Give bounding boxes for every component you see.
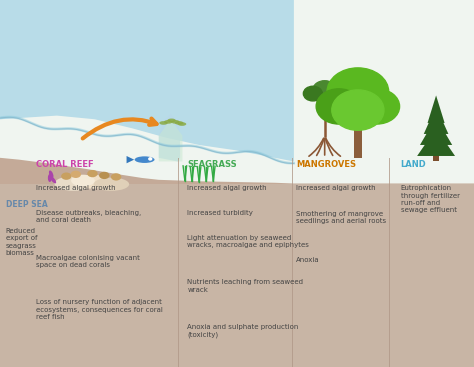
- Ellipse shape: [55, 176, 92, 191]
- Text: Increased algal growth: Increased algal growth: [36, 185, 115, 191]
- Text: LAND: LAND: [401, 160, 426, 169]
- Text: SEAGRASS: SEAGRASS: [187, 160, 237, 169]
- Circle shape: [149, 158, 152, 160]
- Ellipse shape: [171, 120, 180, 124]
- Bar: [0, 184, 474, 367]
- Text: Increased algal growth: Increased algal growth: [296, 185, 376, 191]
- Polygon shape: [417, 128, 455, 156]
- Ellipse shape: [99, 172, 109, 179]
- Ellipse shape: [135, 156, 155, 163]
- Text: Loss of nursery function of adjacent
ecosystems, consequences for coral
reef fis: Loss of nursery function of adjacent eco…: [36, 299, 163, 320]
- Text: Eutrophication
through fertilizer
run-off and
sewage effluent: Eutrophication through fertilizer run-of…: [401, 185, 459, 213]
- Text: Increased turbidity: Increased turbidity: [187, 210, 253, 216]
- Circle shape: [327, 68, 389, 116]
- Ellipse shape: [76, 175, 109, 189]
- Circle shape: [303, 86, 322, 101]
- Text: Macroalgae colonising vacant
space on dead corals: Macroalgae colonising vacant space on de…: [36, 255, 139, 268]
- Circle shape: [327, 86, 346, 101]
- Circle shape: [332, 90, 384, 130]
- Ellipse shape: [175, 121, 183, 125]
- Ellipse shape: [111, 173, 121, 181]
- Polygon shape: [0, 158, 474, 367]
- Ellipse shape: [94, 178, 129, 191]
- Bar: [433, 147, 439, 161]
- Ellipse shape: [87, 170, 98, 177]
- Ellipse shape: [71, 175, 95, 186]
- Ellipse shape: [71, 171, 81, 178]
- Ellipse shape: [167, 119, 176, 122]
- Text: Increased algal growth: Increased algal growth: [187, 185, 267, 191]
- Ellipse shape: [48, 174, 52, 182]
- Text: MANGROVES: MANGROVES: [296, 160, 356, 169]
- Polygon shape: [420, 117, 452, 145]
- Ellipse shape: [159, 121, 168, 125]
- Text: Disease outbreaks, bleaching,
and coral death: Disease outbreaks, bleaching, and coral …: [36, 210, 141, 223]
- Polygon shape: [159, 114, 180, 161]
- Text: Smothering of mangrove
seedlings and aerial roots: Smothering of mangrove seedlings and aer…: [296, 211, 386, 224]
- Text: DEEP SEA: DEEP SEA: [6, 200, 47, 209]
- Polygon shape: [428, 95, 445, 123]
- Polygon shape: [0, 0, 294, 161]
- Text: Anoxia and sulphate production
(toxicity): Anoxia and sulphate production (toxicity…: [187, 324, 299, 338]
- Ellipse shape: [61, 172, 72, 180]
- Text: Light attenuation by seaweed
wracks, macroalgae and epiphytes: Light attenuation by seaweed wracks, mac…: [187, 235, 309, 248]
- Ellipse shape: [178, 122, 186, 126]
- Bar: [354, 125, 362, 158]
- Circle shape: [354, 89, 400, 124]
- Ellipse shape: [50, 176, 56, 184]
- Text: CORAL REEF: CORAL REEF: [36, 160, 93, 169]
- Circle shape: [313, 81, 337, 99]
- Circle shape: [316, 89, 362, 124]
- Polygon shape: [159, 119, 182, 161]
- Polygon shape: [424, 106, 448, 134]
- Polygon shape: [127, 156, 134, 163]
- Text: Nutrients leaching from seaweed
wrack: Nutrients leaching from seaweed wrack: [187, 279, 303, 292]
- Text: Reduced
export of
seagrass
biomass: Reduced export of seagrass biomass: [6, 228, 37, 256]
- Text: Anoxia: Anoxia: [296, 257, 320, 263]
- Ellipse shape: [164, 120, 173, 124]
- Ellipse shape: [49, 170, 54, 178]
